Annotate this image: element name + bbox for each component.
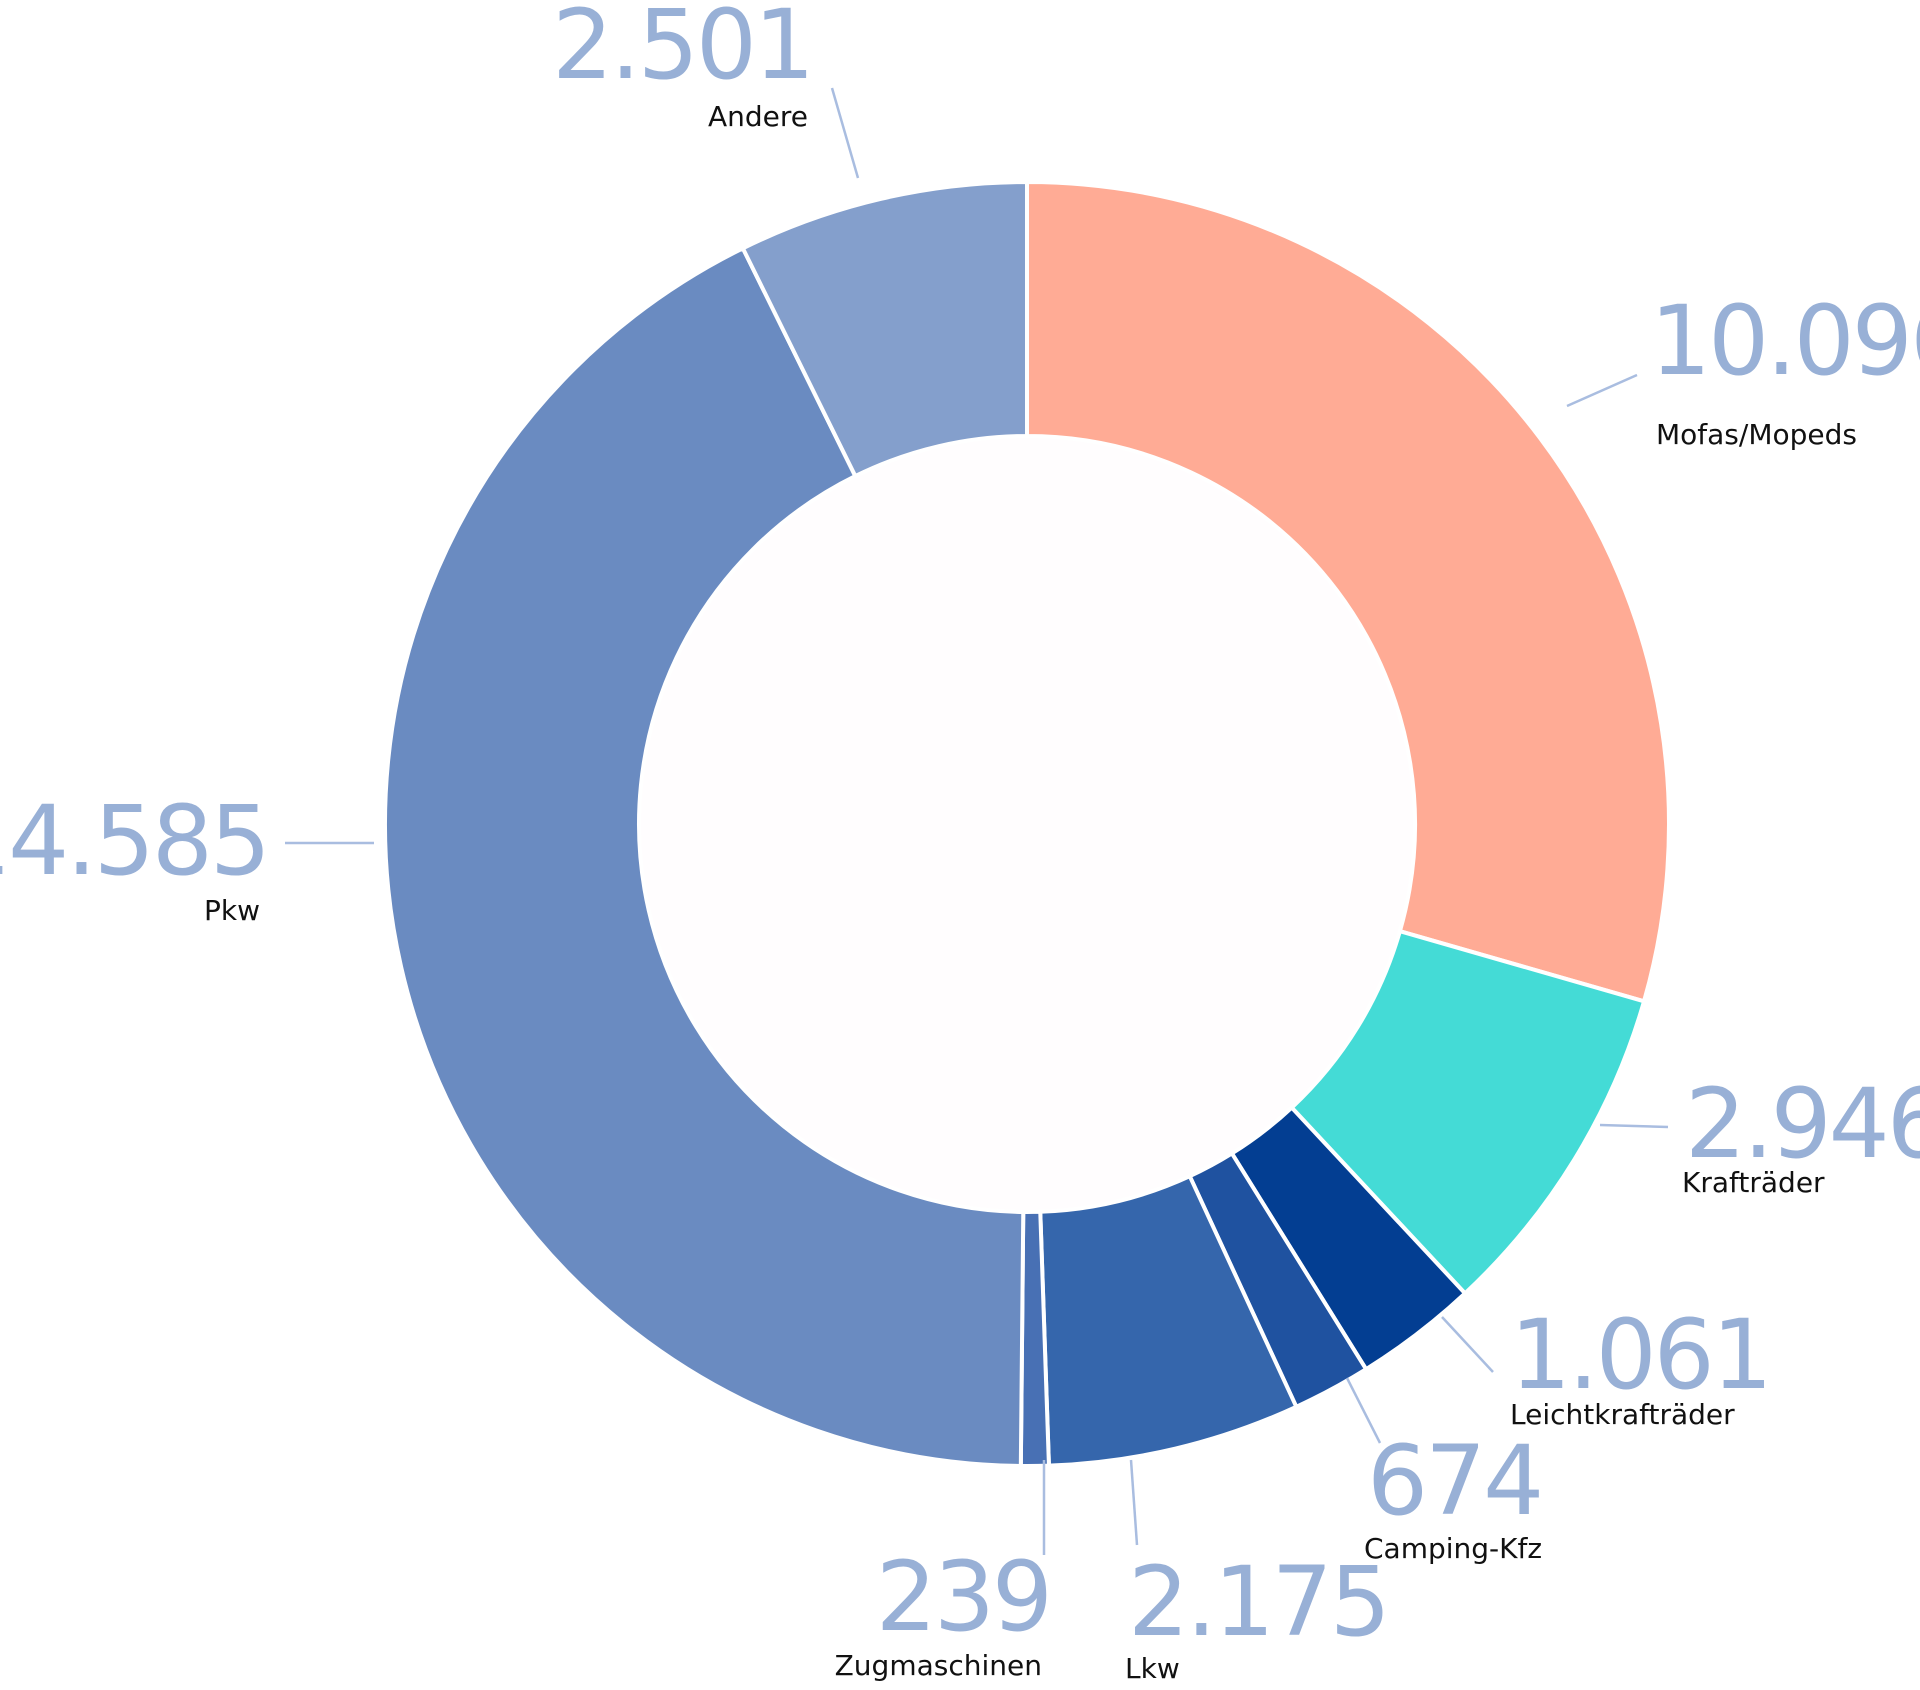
value-label-andere: 2.501 [552,0,812,101]
category-label-lkw: Lkw [1125,1652,1180,1685]
donut-hole [641,438,1413,1210]
slice-andere [740,180,1029,479]
category-label-pkw: Pkw [204,894,260,927]
donut-slices [383,180,1671,1468]
leader-line-lkw [1129,1459,1139,1546]
leader-line-camping-kfz [1345,1377,1382,1444]
value-label-pkw: 14.585 [0,785,268,897]
value-label-camping-kfz: 674 [1367,1425,1541,1537]
slice-pkw [383,246,1026,1468]
category-label-krafträder: Krafträder [1682,1166,1825,1199]
category-label-zugmaschinen: Zugmaschinen [835,1649,1042,1682]
value-label-lkw: 2.175 [1128,1546,1388,1658]
slice-mofas-mopeds [1025,180,1671,1004]
category-label-andere: Andere [708,100,808,133]
leader-line-andere [830,87,860,179]
value-label-leichtkrafträder: 1.061 [1510,1299,1770,1411]
category-label-leichtkrafträder: Leichtkrafträder [1510,1398,1735,1431]
value-label-zugmaschinen: 239 [876,1541,1050,1653]
leader-line-mofas-mopeds [1566,373,1638,408]
leader-line-krafträder [1599,1123,1669,1129]
value-label-krafträder: 2.946 [1685,1068,1920,1180]
category-label-camping-kfz: Camping-Kfz [1364,1532,1542,1565]
category-label-mofas-mopeds: Mofas/Mopeds [1656,418,1857,451]
leader-line-leichtkrafträder [1441,1316,1494,1373]
value-label-mofas-mopeds: 10.096 [1650,285,1920,397]
